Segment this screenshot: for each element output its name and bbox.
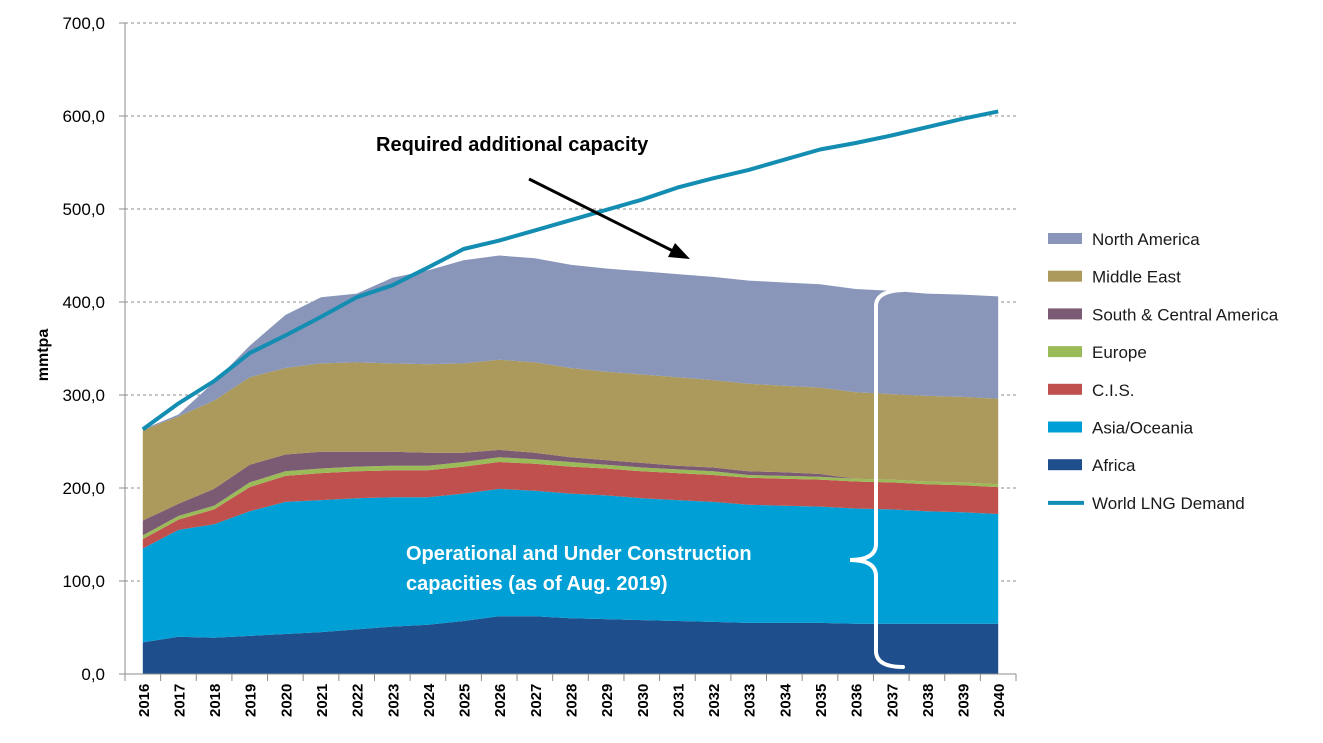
legend-label: C.I.S. (1092, 381, 1135, 400)
axes (119, 22, 1017, 681)
x-tick-label: 2025 (457, 684, 474, 717)
legend-swatch (1048, 459, 1082, 471)
x-axis-ticks: 2016 2017 2018 2019 2020 2021 2022 2023 2024 2025… (136, 683, 1008, 717)
y-axis-label: mmtpa (35, 329, 52, 382)
x-tick-label: 2032 (706, 684, 723, 717)
legend-label: Middle East (1092, 268, 1181, 287)
x-tick-label: 2019 (243, 684, 260, 717)
y-tick-label: 600,0 (62, 107, 105, 126)
x-tick-label: 2033 (742, 684, 759, 717)
x-tick-label: 2022 (350, 684, 367, 717)
legend-swatch (1048, 421, 1082, 433)
y-tick-label: 100,0 (62, 572, 105, 591)
x-tick-label: 2023 (385, 684, 402, 717)
y-tick-label: 400,0 (62, 293, 105, 312)
demand-line-group (141, 109, 999, 432)
x-tick-label: 2016 (136, 684, 153, 717)
y-tick-label: 500,0 (62, 200, 105, 219)
area-asia-oceania (142, 488, 999, 643)
x-tick-label: 2017 (171, 684, 188, 717)
area-c-i-s (142, 462, 999, 549)
x-tick-label: 2028 (564, 684, 581, 717)
legend: North America Middle East South & Central … (1048, 230, 1279, 513)
annotation-required-capacity: Required additional capacity (376, 134, 649, 156)
annotation-operational-line1: Operational and Under Construction (406, 543, 752, 565)
x-tick-label: 2029 (599, 684, 616, 717)
legend-swatch (1048, 346, 1082, 358)
legend-label: Africa (1092, 456, 1136, 475)
legend-label: World LNG Demand (1092, 494, 1245, 513)
area-middle-east (142, 359, 999, 521)
legend-swatch (1048, 308, 1082, 320)
y-axis-ticks: 0,0 100,0 200,0 300,0 400,0 500,0 600,0 700,0 (62, 14, 105, 684)
y-tick-label: 700,0 (62, 14, 105, 33)
x-tick-label: 2026 (492, 684, 509, 717)
x-tick-label: 2027 (528, 684, 545, 717)
x-tick-label: 2024 (421, 683, 438, 717)
legend-swatch (1048, 383, 1082, 395)
legend-label: Asia/Oceania (1092, 419, 1194, 438)
area-europe (142, 457, 999, 540)
x-tick-label: 2037 (884, 684, 901, 717)
x-tick-label: 2031 (670, 684, 687, 717)
x-tick-label: 2038 (920, 684, 937, 717)
x-tick-label: 2021 (314, 684, 331, 717)
x-tick-label: 2020 (278, 684, 295, 717)
world-lng-demand-line (141, 109, 999, 432)
y-tick-label: 300,0 (62, 386, 105, 405)
x-tick-label: 2030 (635, 684, 652, 717)
area-africa (142, 616, 999, 674)
legend-swatch (1048, 233, 1082, 244)
x-tick-label: 2035 (813, 684, 830, 717)
annotation-arrow (528, 177, 690, 259)
x-tick-label: 2034 (777, 683, 794, 717)
curly-brace (849, 288, 905, 669)
x-tick-label: 2040 (991, 684, 1008, 717)
legend-swatch (1048, 270, 1082, 282)
stacked-areas (142, 255, 999, 674)
x-tick-label: 2036 (849, 684, 866, 717)
x-tick-label: 2018 (207, 684, 224, 717)
legend-label: North America (1092, 230, 1200, 249)
legend-label: Europe (1092, 343, 1147, 362)
y-tick-label: 200,0 (62, 479, 105, 498)
y-tick-label: 0,0 (81, 665, 105, 684)
legend-label: South & Central America (1092, 305, 1279, 324)
annotation-operational-line2: capacities (as of Aug. 2019) (406, 573, 668, 595)
x-tick-label: 2039 (956, 684, 973, 717)
